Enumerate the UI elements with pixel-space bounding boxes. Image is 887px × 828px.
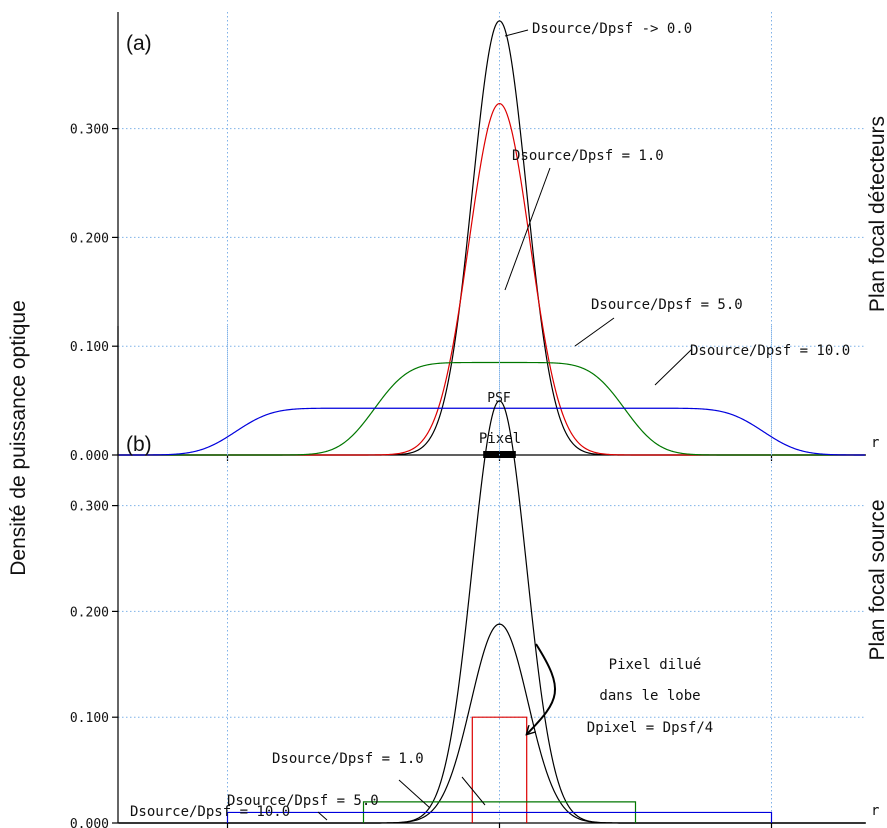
panel-b-axis-end-label: r [871,803,879,819]
panel-a-y-ticks: 0.000 0.100 0.200 0.300 [70,123,118,464]
series-b-1 [118,623,866,824]
leader-a-s1 [504,167,551,291]
panel-b-curves [118,400,866,824]
label-a-s2: Dsource/Dpsf = 5.0 [591,297,743,313]
label-a-s3: Dsource/Dpsf = 10.0 [690,343,850,359]
panel-b-grid [118,326,866,823]
leader-b-s2 [461,776,486,806]
series-a-0 [118,20,866,456]
ytick-label-b-0: 0.000 [70,817,109,828]
ytick-label-b-1: 0.100 [70,711,109,726]
series-b-0 [118,400,866,824]
label-a-s1: Dsource/Dpsf = 1.0 [512,148,664,164]
leader-b-s4 [317,811,328,821]
ytick-label-b-2: 0.200 [70,605,109,620]
annotation-line-3: Dpixel = Dpsf/4 [587,720,713,736]
panel-a-curves [118,20,866,456]
panel-b-label: (b) [126,433,152,456]
series-a-2 [118,361,866,456]
annotation-line-2: dans le lobe [599,688,700,704]
panel-a-axis-end-label: r [871,435,879,451]
panel-a-side-label: Plan focal détecteurs [866,116,887,312]
label-b-s2: Dsource/Dpsf = 1.0 [272,751,424,767]
ytick-label-a-1: 0.100 [70,340,109,355]
panel-b-x-ticks [226,823,773,828]
panel-b-top-label: PSF [487,391,511,406]
label-b-s3: Dsource/Dpsf = 5.0 [227,793,379,809]
ytick-label-a-0: 0.000 [70,449,109,464]
label-a-s0: Dsource/Dpsf -> 0.0 [532,21,692,37]
ytick-label-a-2: 0.200 [70,231,109,246]
leader-b-s3 [398,779,431,809]
dilution-arrow [527,643,557,734]
series-b-4 [226,811,773,823]
leader-a-s2 [574,317,615,347]
ytick-label-a-3: 0.300 [70,123,109,138]
annotation-line-1: Pixel dilué [609,657,702,673]
panel-b-y-ticks: 0.000 0.100 0.200 0.300 [70,500,118,828]
ytick-label-b-3: 0.300 [70,500,109,515]
series-b-2 [471,716,528,823]
panel-a-label: (a) [126,32,152,55]
label-b-s4: Dsource/Dpsf = 10.0 [130,804,290,820]
panel-b: 0.000 0.100 0.200 0.300 PSF (b) Plan focal … [70,326,887,828]
series-a-3 [118,407,866,456]
panel-b-side-label: Plan focal source [866,499,887,660]
panel-a-grid [118,12,866,455]
leader-a-s3 [654,348,693,386]
leader-a-s0 [504,29,529,37]
y-axis-title: Densité de puissance optique [7,300,30,576]
